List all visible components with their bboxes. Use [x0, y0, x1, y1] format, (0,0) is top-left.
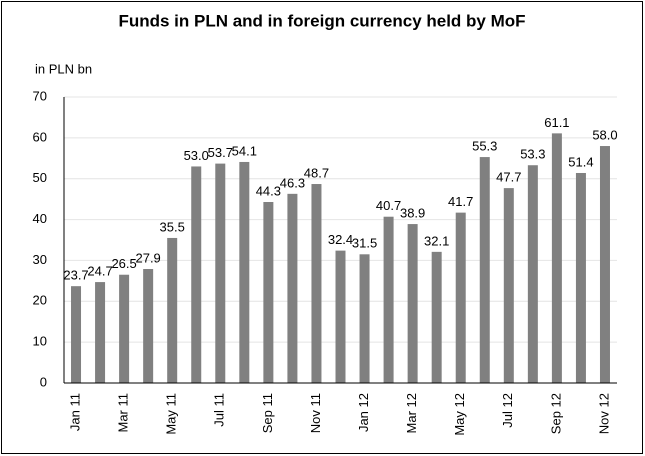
value-label: 41.7 — [448, 194, 473, 209]
bar — [143, 269, 154, 383]
bar — [119, 274, 130, 383]
value-label: 40.7 — [376, 198, 401, 213]
bar — [455, 212, 466, 383]
x-tick-label: Mar 11 — [116, 393, 131, 433]
x-tick-label: Jul 11 — [212, 393, 227, 427]
chart-title: Funds in PLN and in foreign currency hel… — [118, 11, 525, 30]
y-tick-label: 50 — [33, 170, 47, 185]
x-tick-label: Nov 12 — [596, 393, 611, 434]
x-tick-label: May 11 — [164, 393, 179, 435]
bar — [551, 133, 562, 383]
x-tick-label: Jan 11 — [67, 393, 82, 431]
value-label: 24.7 — [87, 264, 112, 279]
y-tick-label: 20 — [33, 293, 47, 308]
value-label: 38.9 — [400, 206, 425, 221]
value-label: 31.5 — [352, 236, 377, 251]
bar — [71, 286, 82, 383]
value-label: 47.7 — [496, 170, 521, 185]
bar — [407, 224, 418, 383]
x-tick-label: Sep 12 — [548, 393, 563, 434]
bar — [239, 161, 250, 383]
value-label: 23.7 — [63, 268, 88, 283]
bar — [311, 184, 322, 383]
bar — [479, 157, 490, 383]
bar — [287, 193, 298, 383]
bar — [95, 282, 106, 383]
y-tick-label: 40 — [33, 211, 47, 226]
value-label: 55.3 — [472, 138, 497, 153]
value-label: 32.4 — [328, 232, 353, 247]
y-tick-label: 60 — [33, 129, 47, 144]
bar — [215, 163, 226, 383]
x-tick-label: Mar 12 — [404, 393, 419, 433]
bar — [191, 166, 202, 383]
bar — [527, 165, 538, 383]
value-label: 48.7 — [304, 165, 329, 180]
bar — [335, 250, 346, 383]
bar — [383, 216, 394, 383]
bar — [263, 202, 274, 383]
bar — [359, 254, 370, 383]
bar — [431, 251, 442, 383]
value-label: 53.3 — [520, 147, 545, 162]
value-label: 53.7 — [208, 145, 233, 160]
value-label: 26.5 — [111, 256, 136, 271]
y-tick-label: 0 — [40, 374, 47, 389]
value-label: 53.0 — [184, 148, 209, 163]
value-label: 54.1 — [232, 143, 257, 158]
x-tick-label: Jul 12 — [500, 393, 515, 428]
value-label: 51.4 — [568, 154, 593, 169]
value-label: 27.9 — [135, 250, 160, 265]
x-tick-label: Jan 12 — [356, 393, 371, 432]
bar — [167, 237, 178, 383]
y-tick-label: 10 — [33, 334, 47, 349]
bar — [575, 172, 586, 383]
x-tick-label: May 12 — [452, 393, 467, 436]
value-label: 44.3 — [256, 183, 281, 198]
value-label: 32.1 — [424, 233, 449, 248]
value-label: 61.1 — [544, 115, 569, 130]
x-tick-label: Sep 11 — [260, 393, 275, 433]
value-label: 35.5 — [160, 219, 185, 234]
x-tick-label: Nov 11 — [308, 393, 323, 433]
bar — [503, 188, 514, 383]
value-label: 58.0 — [592, 127, 617, 142]
value-label: 46.3 — [280, 175, 305, 190]
y-axis-label: in PLN bn — [35, 61, 92, 76]
y-tick-label: 70 — [33, 88, 47, 103]
bar — [599, 146, 610, 383]
y-tick-label: 30 — [33, 252, 47, 267]
